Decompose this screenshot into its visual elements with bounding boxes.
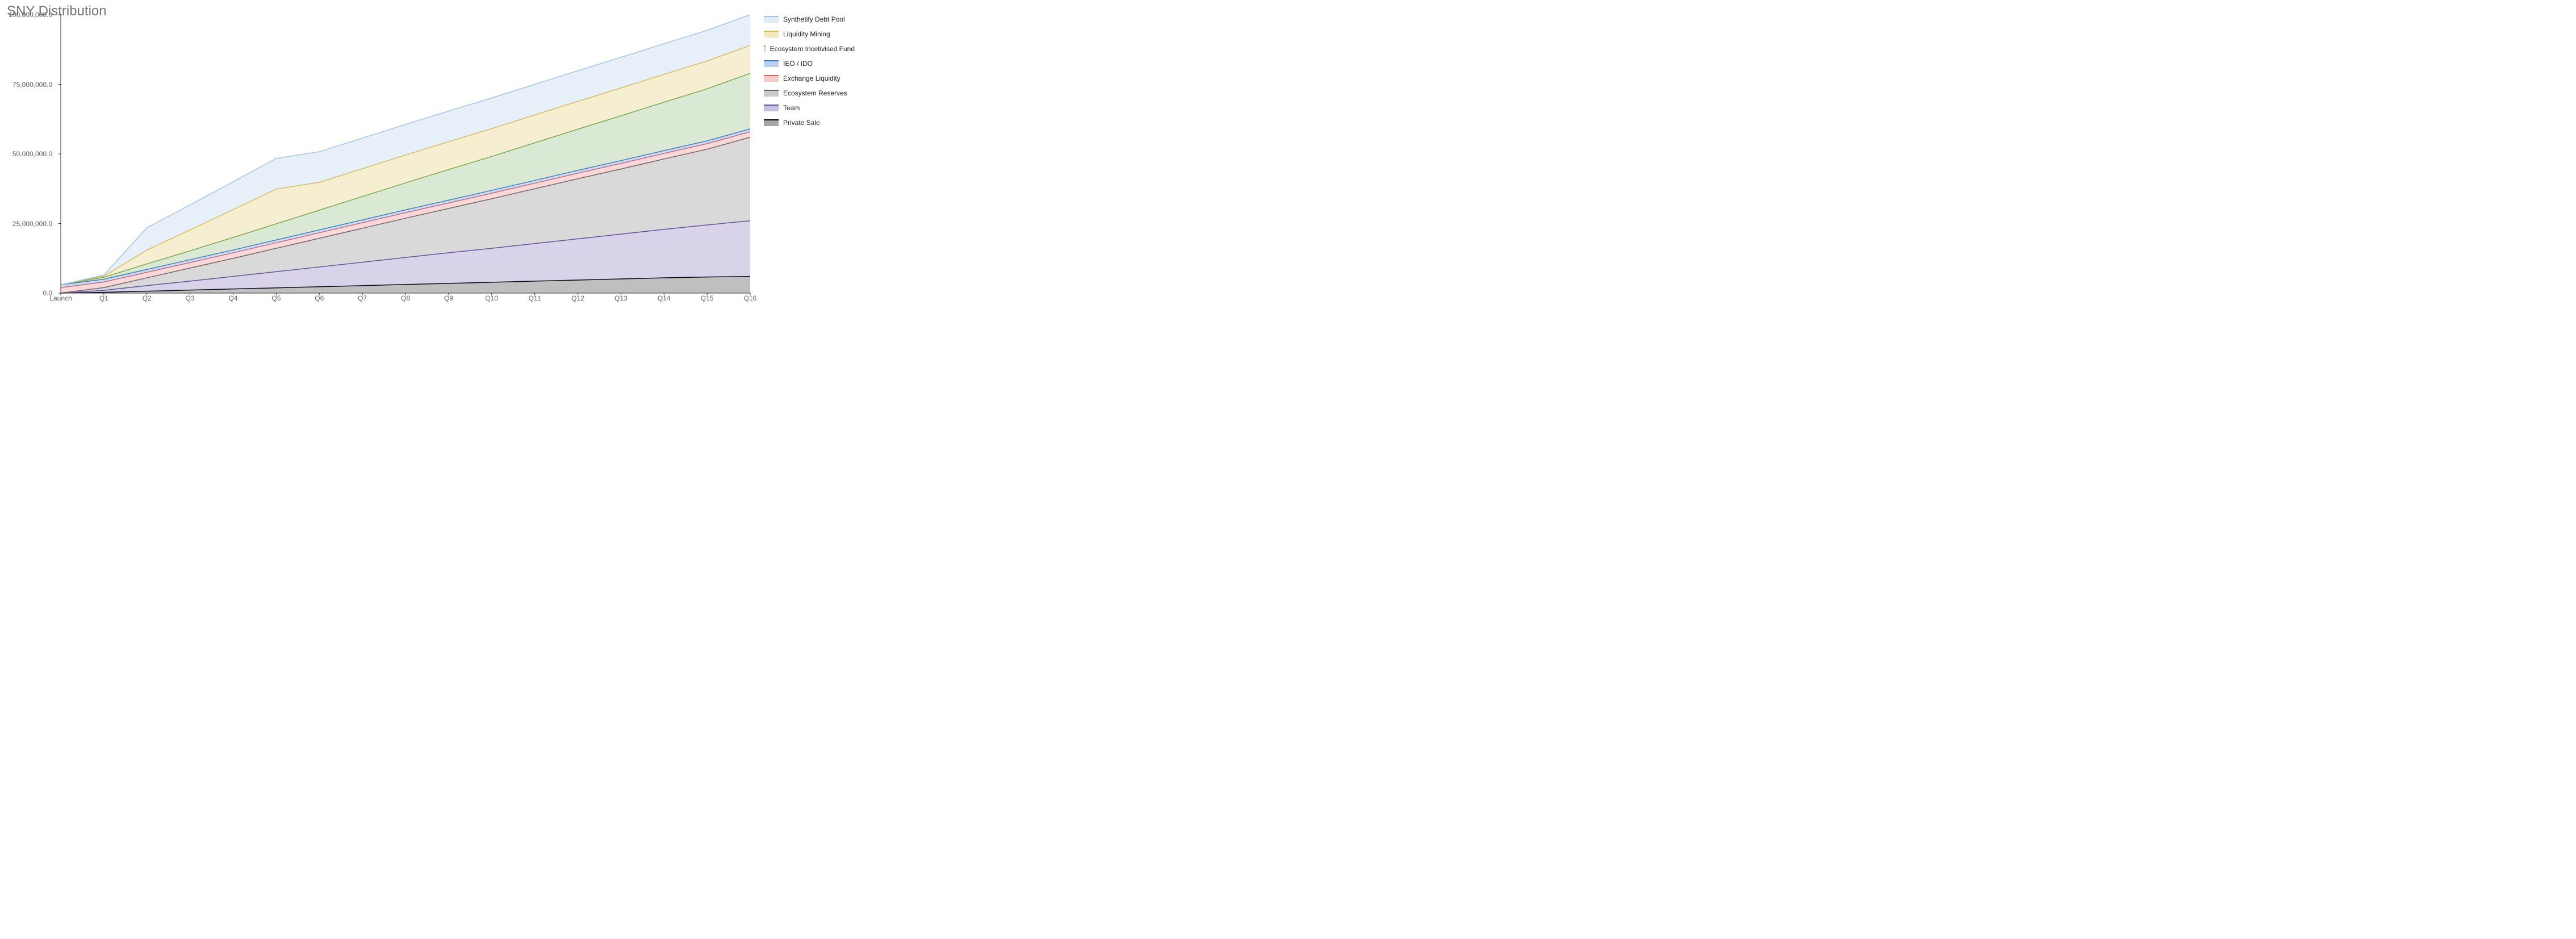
legend-item[interactable]: Private Sale (764, 117, 855, 128)
x-tick-label: Q15 (701, 294, 714, 302)
legend-swatch (764, 16, 779, 23)
legend-item[interactable]: Liquidity Mining (764, 28, 855, 40)
x-tick-label: Q14 (658, 294, 671, 302)
x-tick-label: Q7 (358, 294, 367, 302)
legend-label: Private Sale (783, 119, 820, 127)
x-tick-label: Q9 (444, 294, 453, 302)
x-tick-label: Q1 (99, 294, 108, 302)
legend: Synthetify Debt Pool Liquidity Mining Ecos… (764, 14, 855, 132)
y-tick-label: 100,000,000.0 (9, 11, 52, 19)
stacked-area-plot (61, 15, 750, 293)
legend-item[interactable]: IEO / IDO (764, 58, 855, 69)
legend-item[interactable]: Exchange Liquidity (764, 73, 855, 84)
x-tick-label: Q10 (485, 294, 498, 302)
legend-swatch (764, 45, 766, 52)
x-tick-label: Q6 (315, 294, 324, 302)
y-axis-labels: 0.025,000,000.050,000,000.075,000,000.01… (0, 15, 57, 293)
x-tick-label: Q13 (614, 294, 628, 302)
y-tick-label: 75,000,000.0 (12, 81, 52, 89)
y-tick-label: 50,000,000.0 (12, 150, 52, 158)
legend-label: Exchange Liquidity (783, 74, 840, 82)
x-tick-label: Q11 (529, 294, 541, 302)
legend-swatch (764, 119, 779, 126)
x-tick-label: Q16 (744, 294, 757, 302)
x-tick-label: Q5 (271, 294, 281, 302)
legend-label: Synthetify Debt Pool (783, 15, 845, 23)
y-tick-label: 25,000,000.0 (12, 220, 52, 228)
x-axis-labels: LaunchQ1Q2Q3Q4Q5Q6Q7Q8Q9Q10Q11Q12Q13Q14Q… (61, 294, 750, 306)
legend-item[interactable]: Ecosystem Reserves (764, 87, 855, 99)
x-tick-label: Q4 (228, 294, 237, 302)
legend-swatch (764, 60, 779, 67)
x-tick-label: Q12 (571, 294, 584, 302)
legend-label: Team (783, 104, 800, 112)
legend-item[interactable]: Ecosystem Incetivised Fund (764, 43, 855, 55)
legend-item[interactable]: Synthetify Debt Pool (764, 14, 855, 25)
legend-label: Ecosystem Incetivised Fund (770, 45, 855, 53)
legend-swatch (764, 31, 779, 37)
legend-swatch (764, 105, 779, 111)
x-tick-label: Launch (49, 294, 72, 302)
chart-container: SNY Distribution 0.025,000,000.050,000,0… (0, 0, 859, 313)
x-tick-label: Q2 (143, 294, 152, 302)
x-tick-label: Q3 (186, 294, 195, 302)
legend-swatch (764, 75, 779, 82)
legend-item[interactable]: Team (764, 102, 855, 114)
legend-swatch (764, 90, 779, 97)
x-tick-label: Q8 (401, 294, 410, 302)
legend-label: Ecosystem Reserves (783, 89, 847, 97)
legend-label: IEO / IDO (783, 60, 813, 68)
legend-label: Liquidity Mining (783, 30, 830, 38)
